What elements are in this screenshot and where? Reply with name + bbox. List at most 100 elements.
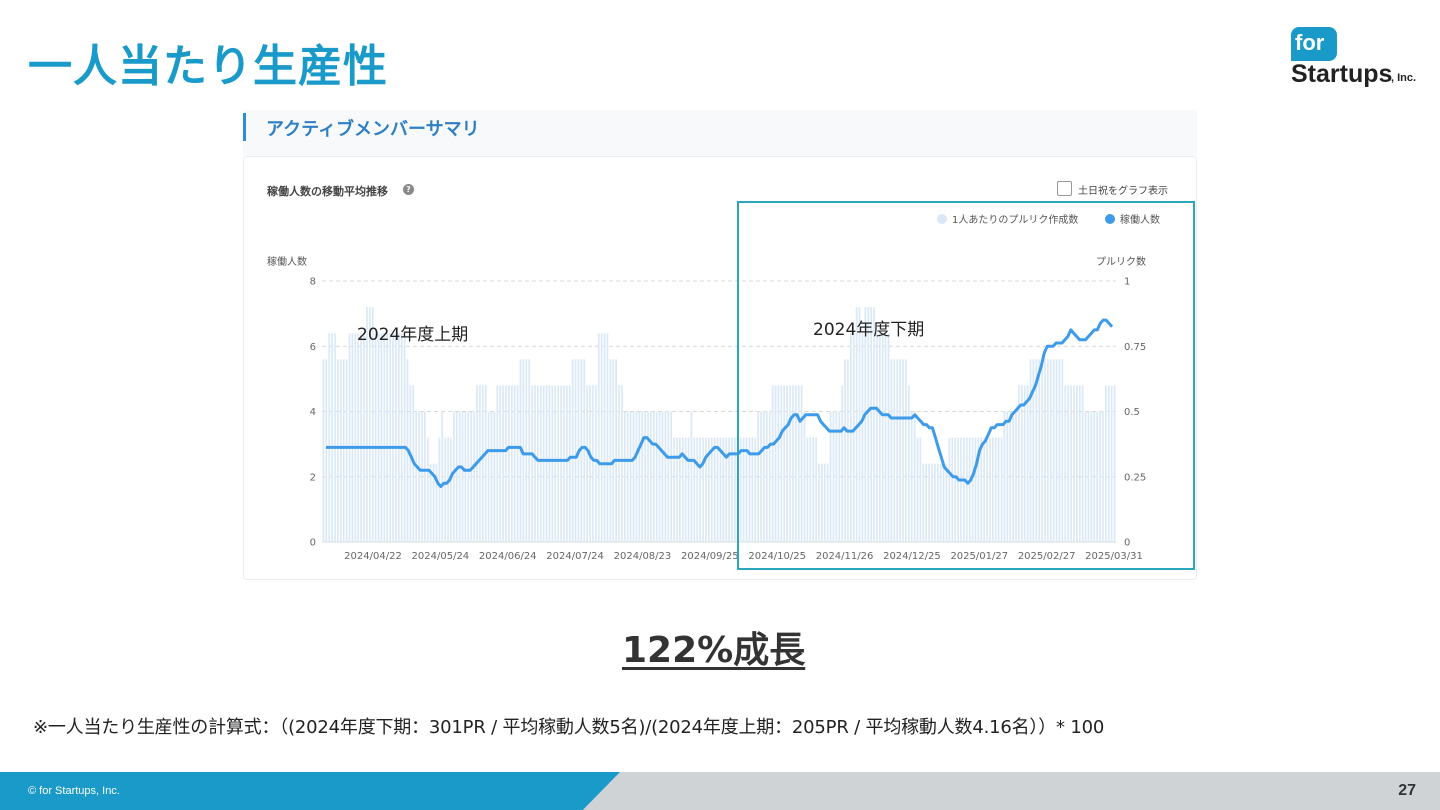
bar <box>1084 411 1087 542</box>
bar <box>1026 385 1029 542</box>
bar <box>838 411 841 542</box>
bar <box>1018 385 1020 542</box>
bar-series <box>322 307 1116 542</box>
bar <box>878 333 881 542</box>
bar <box>1078 385 1081 542</box>
bar <box>881 333 884 542</box>
bar <box>893 359 896 542</box>
bar <box>870 307 873 542</box>
bar <box>655 411 658 542</box>
bar <box>635 411 638 542</box>
bar <box>780 385 783 542</box>
bar <box>1076 385 1078 542</box>
bar <box>910 411 913 542</box>
bar <box>1044 359 1046 542</box>
bar <box>331 333 334 542</box>
legend-swatch-bar <box>937 214 947 224</box>
logo-for-text: for <box>1295 30 1325 55</box>
bar <box>710 437 713 542</box>
bar <box>592 385 594 542</box>
bar <box>429 463 432 542</box>
bar <box>829 411 832 542</box>
bar <box>818 463 820 542</box>
bar <box>1093 411 1096 542</box>
bar <box>876 333 878 542</box>
bar <box>1096 411 1099 542</box>
show-holidays-checkbox[interactable] <box>1057 181 1072 196</box>
x-tick-label: 2025/03/31 <box>1085 551 1143 562</box>
bar <box>690 411 693 542</box>
bar <box>702 437 704 542</box>
bar <box>490 411 493 542</box>
bar <box>989 437 991 542</box>
bar <box>1099 411 1101 542</box>
bar <box>684 437 687 542</box>
right-tick-label: 0.75 <box>1124 342 1146 353</box>
bar <box>852 333 855 542</box>
bar <box>925 463 928 542</box>
panel-header: アクティブメンバーサマリ <box>243 110 1197 156</box>
bar <box>806 437 809 542</box>
bar <box>823 463 826 542</box>
bar <box>844 359 846 542</box>
bar <box>667 411 670 542</box>
bar <box>1067 385 1070 542</box>
bar <box>1113 385 1116 542</box>
bar <box>580 359 583 542</box>
productivity-formula-note: ※一人当たり生産性の計算式：（(2024年度下期：301PR / 平均稼動人数5… <box>33 717 1105 738</box>
bar <box>618 385 620 542</box>
logo-badge: for <box>1291 27 1337 61</box>
bar <box>951 437 954 542</box>
bar <box>1107 385 1110 542</box>
bar <box>965 437 968 542</box>
x-tick-label: 2024/09/25 <box>681 551 739 562</box>
bar <box>606 333 609 542</box>
bar <box>942 463 945 542</box>
bar <box>1087 411 1090 542</box>
panel-header-title: アクティブメンバーサマリ <box>266 119 480 140</box>
bar <box>1047 359 1049 542</box>
bar <box>742 437 745 542</box>
bar <box>934 463 936 542</box>
bar <box>513 385 516 542</box>
bar <box>1000 437 1003 542</box>
show-holidays-label[interactable]: 土日祝をグラフ表示 <box>1078 186 1168 197</box>
bar <box>751 437 754 542</box>
bar <box>696 437 699 542</box>
bar <box>815 437 817 542</box>
right-tick-label: 0.5 <box>1124 407 1140 418</box>
bar <box>826 463 829 542</box>
bar <box>560 385 562 542</box>
bar <box>467 411 470 542</box>
bar <box>481 385 484 542</box>
bar <box>1049 359 1052 542</box>
x-tick-label: 2025/02/27 <box>1018 551 1076 562</box>
bar <box>615 359 617 542</box>
bar <box>847 359 849 542</box>
bar <box>418 411 420 542</box>
bar <box>589 385 591 542</box>
bar <box>458 411 461 542</box>
bar <box>971 437 974 542</box>
bar <box>528 359 531 542</box>
bar <box>771 385 774 542</box>
bar <box>832 411 835 542</box>
bar <box>366 307 368 542</box>
bar <box>424 411 426 542</box>
bar <box>551 385 554 542</box>
bar <box>647 411 649 542</box>
bar <box>603 333 606 542</box>
bar <box>821 463 823 542</box>
bar <box>1006 411 1009 542</box>
left-tick-label: 0 <box>310 538 316 549</box>
bar <box>612 359 615 542</box>
bar <box>638 411 641 542</box>
question-icon[interactable]: ? <box>403 184 414 195</box>
bar <box>650 411 652 542</box>
bar <box>687 437 690 542</box>
bar <box>542 385 545 542</box>
bar <box>664 411 667 542</box>
bar <box>395 333 397 542</box>
chart-card-title: 稼働人数の移動平均推移 <box>267 185 388 198</box>
bar <box>905 359 907 542</box>
